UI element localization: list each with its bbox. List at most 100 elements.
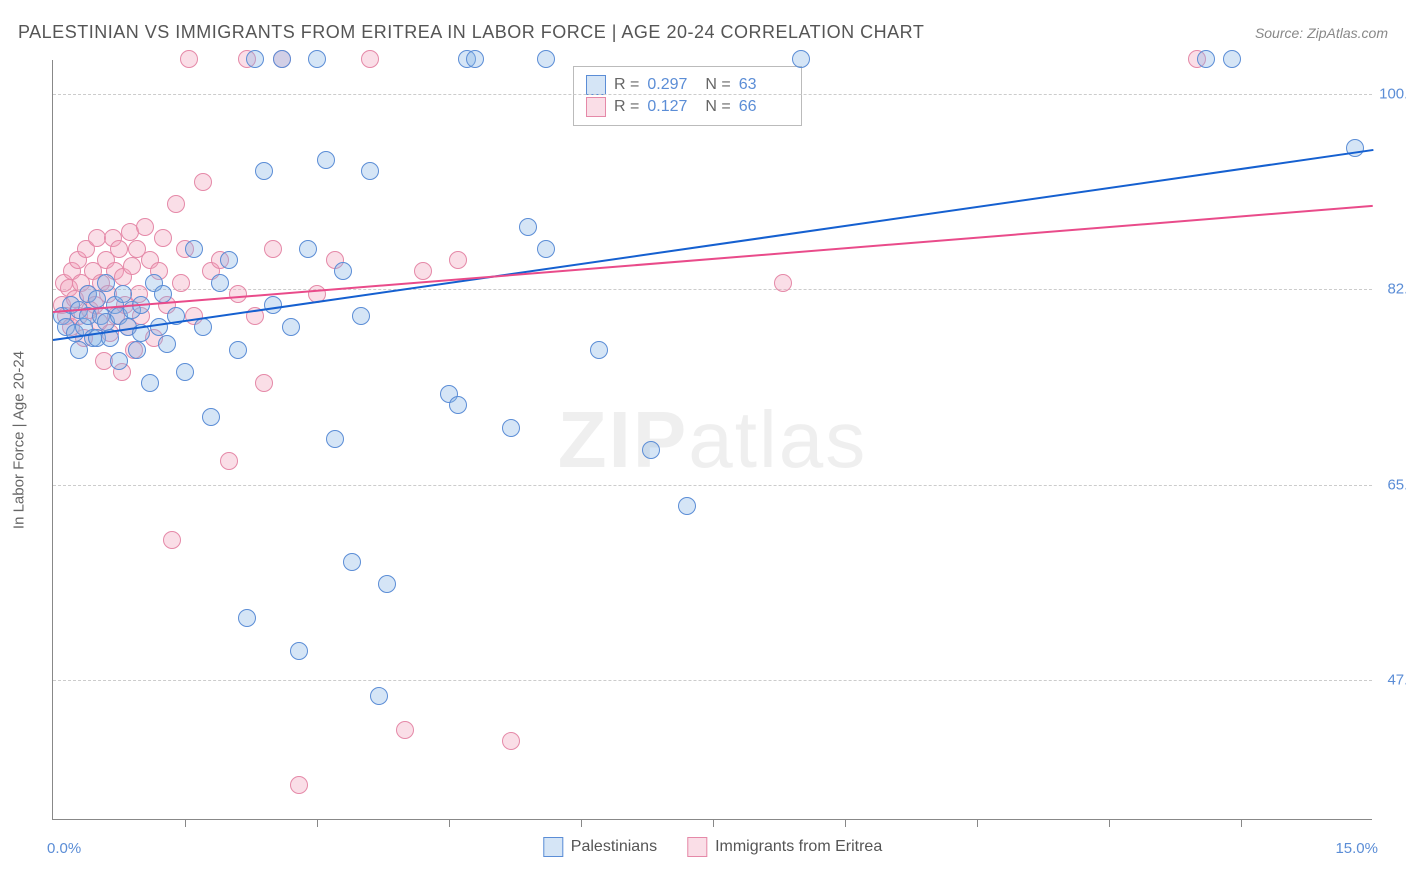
data-point <box>220 251 238 269</box>
source-label: Source: ZipAtlas.com <box>1255 25 1388 41</box>
r-label: R = <box>614 98 639 116</box>
legend-item: Palestinians <box>543 837 657 857</box>
x-tick <box>581 819 582 827</box>
data-point <box>299 240 317 258</box>
legend-label: Palestinians <box>571 838 657 856</box>
data-point <box>154 285 172 303</box>
x-tick <box>713 819 714 827</box>
legend-swatch <box>687 837 707 857</box>
data-point <box>110 352 128 370</box>
r-value: 0.127 <box>647 98 697 116</box>
chart-title: PALESTINIAN VS IMMIGRANTS FROM ERITREA I… <box>18 22 924 43</box>
y-tick-label: 100.0% <box>1376 85 1406 102</box>
data-point <box>176 363 194 381</box>
data-point <box>194 318 212 336</box>
legend-item: Immigrants from Eritrea <box>687 837 882 857</box>
data-point <box>774 274 792 292</box>
data-point <box>136 218 154 236</box>
data-point <box>326 430 344 448</box>
data-point <box>158 335 176 353</box>
watermark: ZIPatlas <box>558 394 867 486</box>
data-point <box>343 553 361 571</box>
y-axis-title: In Labor Force | Age 20-24 <box>11 350 28 528</box>
data-point <box>154 229 172 247</box>
data-point <box>502 732 520 750</box>
x-tick <box>977 819 978 827</box>
x-tick <box>1109 819 1110 827</box>
data-point <box>150 318 168 336</box>
data-point <box>238 609 256 627</box>
data-point <box>378 575 396 593</box>
data-point <box>110 240 128 258</box>
x-axis-max-label: 15.0% <box>1335 840 1378 857</box>
data-point <box>537 240 555 258</box>
correlation-stats-box: R =0.297N =63R =0.127N =66 <box>573 66 802 126</box>
data-point <box>141 374 159 392</box>
data-point <box>308 50 326 68</box>
gridline <box>53 94 1372 95</box>
data-point <box>334 262 352 280</box>
data-point <box>97 274 115 292</box>
data-point <box>185 240 203 258</box>
data-point <box>255 374 273 392</box>
data-point <box>678 497 696 515</box>
data-point <box>180 50 198 68</box>
data-point <box>163 531 181 549</box>
x-tick <box>185 819 186 827</box>
data-point <box>361 50 379 68</box>
series-swatch <box>586 75 606 95</box>
legend-swatch <box>543 837 563 857</box>
x-axis-min-label: 0.0% <box>47 840 81 857</box>
data-point <box>229 341 247 359</box>
data-point <box>220 452 238 470</box>
n-value: 63 <box>739 76 789 94</box>
data-point <box>255 162 273 180</box>
data-point <box>414 262 432 280</box>
data-point <box>1346 139 1364 157</box>
data-point <box>229 285 247 303</box>
gridline <box>53 485 1372 486</box>
data-point <box>167 195 185 213</box>
x-tick <box>317 819 318 827</box>
data-point <box>396 721 414 739</box>
data-point <box>449 251 467 269</box>
series-swatch <box>586 97 606 117</box>
gridline <box>53 289 1372 290</box>
n-label: N = <box>705 76 730 94</box>
data-point <box>361 162 379 180</box>
data-point <box>114 285 132 303</box>
stats-row: R =0.127N =66 <box>586 97 789 117</box>
n-label: N = <box>705 98 730 116</box>
r-value: 0.297 <box>647 76 697 94</box>
r-label: R = <box>614 76 639 94</box>
data-point <box>1197 50 1215 68</box>
data-point <box>194 173 212 191</box>
x-tick <box>1241 819 1242 827</box>
data-point <box>202 408 220 426</box>
data-point <box>211 274 229 292</box>
data-point <box>466 50 484 68</box>
data-point <box>519 218 537 236</box>
legend: Palestinians Immigrants from Eritrea <box>543 837 882 857</box>
x-tick <box>449 819 450 827</box>
legend-label: Immigrants from Eritrea <box>715 838 882 856</box>
data-point <box>590 341 608 359</box>
data-point <box>317 151 335 169</box>
data-point <box>449 396 467 414</box>
gridline <box>53 680 1372 681</box>
data-point <box>128 341 146 359</box>
data-point <box>792 50 810 68</box>
data-point <box>370 687 388 705</box>
x-tick <box>845 819 846 827</box>
data-point <box>290 776 308 794</box>
data-point <box>264 296 282 314</box>
y-tick-label: 65.0% <box>1376 476 1406 493</box>
y-tick-label: 82.5% <box>1376 281 1406 298</box>
data-point <box>290 642 308 660</box>
data-point <box>246 50 264 68</box>
regression-line <box>53 205 1373 313</box>
stats-row: R = 0.297 N = 63 <box>586 75 789 95</box>
data-point <box>273 50 291 68</box>
data-point <box>642 441 660 459</box>
data-point <box>123 257 141 275</box>
